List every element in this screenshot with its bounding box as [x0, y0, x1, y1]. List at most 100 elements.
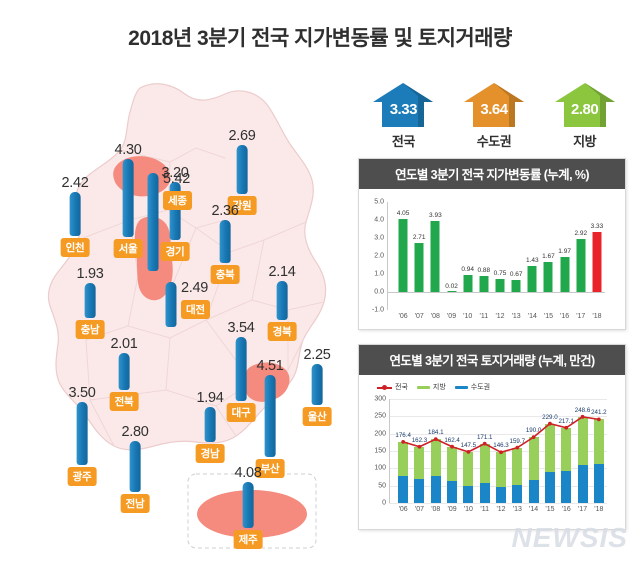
chart2-segment-local: [430, 439, 441, 477]
page-title: 2018년 3분기 전국 지가변동률 및 토지거래량: [128, 27, 512, 50]
region-value: 5.42: [163, 171, 191, 187]
land-transaction-chart-card: 연도별 3분기 전국 토지거래량 (누계, 만건) 전국 지방 수도권 0 50 100…: [358, 344, 626, 530]
chart1-bar: [527, 266, 537, 292]
region-value: 3.50: [68, 385, 96, 401]
region-value: 4.30: [114, 142, 142, 158]
region-bar: [122, 159, 134, 237]
chart2-xtick: '18: [594, 506, 604, 513]
chart2-segment-metro: [496, 486, 506, 503]
land-price-change-chart-card: 연도별 3분기 전국 지가변동률 (누계, %) -1.0 0.0 1.0 2.0 3.…: [358, 158, 626, 330]
chart2-total-value: 159.7: [509, 437, 526, 445]
chart2-segment-metro: [544, 471, 555, 503]
chart1-bar-value: 0.02: [445, 282, 458, 290]
chart2-segment-metro: [479, 483, 490, 503]
chart1-xtick: '12: [495, 313, 505, 320]
chart1-xtick: '15: [543, 313, 554, 320]
chart2-xtick: '16: [561, 506, 571, 513]
chart2-segment-local: [593, 419, 604, 464]
chart1-bar: [560, 256, 570, 292]
region-value: 4.51: [256, 358, 284, 374]
chart1-ytick: 0.0: [374, 288, 384, 296]
chart2-segment-metro: [512, 484, 523, 503]
chart2-segment-metro: [577, 465, 588, 503]
region-bar: [242, 482, 254, 528]
chart2-segment-metro: [414, 479, 425, 503]
chart2-total-line: [401, 414, 601, 455]
indicator-지방: 2.80 지방: [546, 82, 624, 150]
chart1-bar-value: 1.43: [525, 257, 539, 265]
chart1-xtick: '18: [592, 313, 602, 320]
house-arrow-up-icon: 3.33: [372, 82, 434, 128]
chart2-segment-metro: [447, 481, 458, 503]
region-label-경북: 경북: [267, 322, 297, 341]
chart2-xtick: '15: [545, 506, 555, 513]
region-label-충북: 충북: [210, 265, 240, 284]
chart2-total-value: 146.3: [493, 442, 509, 450]
chart2-xtick: '07: [414, 506, 425, 513]
chart2-ytick: 300: [374, 395, 386, 403]
region-value: 2.42: [61, 175, 89, 191]
chart2-stacked-bar: [561, 427, 572, 503]
chart1-bar: [495, 278, 505, 292]
region-label-울산: 울산: [302, 407, 332, 426]
chart2-title: 연도별 3분기 전국 토지거래량 (누계, 만건): [359, 345, 625, 375]
chart2-xtick: '10: [463, 506, 473, 513]
chart1-xtick: '17: [576, 313, 586, 320]
chart2-total-value: 184.1: [428, 429, 444, 437]
chart2-segment-metro: [528, 479, 539, 503]
chart1-bar: [398, 219, 408, 292]
legend-label: 지방: [432, 384, 446, 391]
chart1-xtick: '06: [398, 313, 408, 320]
chart1-bar-value: 0.75: [493, 269, 507, 277]
chart1-bar-value: 0.88: [477, 267, 491, 275]
chart2-segment-metro: [463, 485, 474, 503]
chart1-bar: [576, 239, 586, 292]
chart1-ytick: 5.0: [374, 198, 384, 206]
chart2-total-value: 176.4: [395, 431, 411, 439]
region-bar: [276, 281, 288, 320]
chart2-stacked-bar: [544, 423, 555, 503]
chart2-stacked-bar: [430, 439, 441, 503]
region-label-서울: 서울: [113, 239, 143, 258]
chart2-xtick: '14: [529, 506, 539, 513]
chart2-xtick: '06: [398, 506, 408, 513]
legend-label: 전국: [395, 384, 408, 391]
chart1-plot: -1.0 0.0 1.0 2.0 3.0 4.0 5.0 4.05 '06 2.71 '07 3.93…: [372, 199, 605, 320]
chart2-segment-local: [414, 446, 425, 480]
chart2-xtick: '08: [431, 506, 441, 513]
chart1-bar: [414, 243, 424, 292]
region-value: 2.01: [110, 336, 138, 352]
chart2-total-value: 229.0: [542, 413, 558, 421]
chart1-bar-value: 3.33: [590, 223, 604, 231]
chart2-stacked-bar: [528, 437, 539, 503]
chart2-total-value: 147.5: [460, 441, 477, 449]
region-bar: [76, 402, 88, 465]
chart1-xtick: '09: [446, 313, 457, 320]
region-label-대구: 대구: [226, 403, 256, 422]
chart1-xtick: '14: [527, 313, 537, 320]
region-bar: [311, 364, 323, 405]
chart1-bar: [511, 279, 521, 292]
chart2-total-value: 248.6: [574, 406, 591, 414]
region-value: 2.69: [228, 128, 256, 144]
chart2-segment-metro: [561, 471, 572, 503]
chart2-segment-local: [447, 446, 458, 482]
chart2-segment-local: [577, 416, 588, 466]
chart2-segment-local: [512, 447, 523, 485]
chart2-ytick: 250: [374, 412, 386, 420]
indicator-value: 2.80: [571, 101, 599, 118]
jeju-inset-box: [187, 473, 317, 549]
chart1-bar-value: 2.71: [412, 234, 426, 242]
region-label-전남: 전남: [120, 494, 150, 513]
chart2-stacked-bar: [512, 447, 523, 503]
chart1-ytick: -1.0: [371, 306, 384, 314]
chart2-stacked-bar: [577, 416, 588, 503]
korea-map-panel: 2.42 인천 4.30 서울 3.20 경기 2.69 강원 2.36 충북 5.42 세종 1.93…: [20, 70, 350, 560]
chart1-bar: [479, 276, 489, 292]
chart1-body: -1.0 0.0 1.0 2.0 3.0 4.0 5.0 4.05 '06 2.71 '07 3.93…: [359, 189, 625, 320]
chart2-xtick: '11: [480, 506, 489, 513]
chart1-xtick: '10: [463, 313, 473, 320]
region-value: 1.93: [76, 266, 104, 282]
chart1-bar-value: 0.67: [509, 270, 523, 278]
chart1-xtick: '08: [430, 313, 440, 320]
